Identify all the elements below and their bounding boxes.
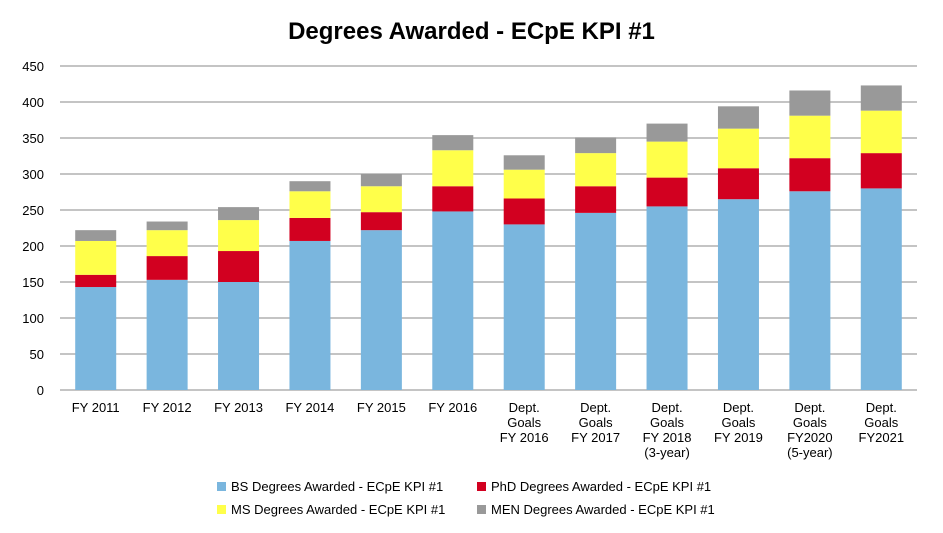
y-tick-label: 50 <box>30 347 44 362</box>
chart-title: Degrees Awarded - ECpE KPI #1 <box>288 18 655 45</box>
bar-segment-men <box>146 221 188 231</box>
bar-segment-phd <box>717 168 759 200</box>
legend-item-phd: PhD Degrees Awarded - ECpE KPI #1 <box>477 479 711 494</box>
bar-segment-bs <box>75 287 117 390</box>
bar-segment-ms <box>503 169 545 199</box>
x-tick-label: Dept. Goals FY 2016 <box>500 400 549 445</box>
legend-label-bs: BS Degrees Awarded - ECpE KPI #1 <box>231 479 444 494</box>
bar-segment-men <box>289 181 331 192</box>
bar-segment-ms <box>360 186 402 213</box>
bar-segment-bs <box>717 199 759 390</box>
bar-segment-phd <box>503 198 545 225</box>
legend-label-phd: PhD Degrees Awarded - ECpE KPI #1 <box>491 479 712 494</box>
x-tick-label: Dept. Goals FY 2017 <box>571 400 620 445</box>
bar-segment-phd <box>575 186 617 213</box>
bar-segment-men <box>503 155 545 170</box>
bar-segment-phd <box>432 186 474 212</box>
bar-segment-phd <box>360 212 402 231</box>
legend-item-bs: BS Degrees Awarded - ECpE KPI #1 <box>217 479 443 494</box>
bar-segment-men <box>432 135 474 151</box>
bar-segment-ms <box>860 110 902 154</box>
bar-segment-ms <box>75 240 117 275</box>
bar-segment-men <box>717 106 759 129</box>
bar-segment-ms <box>646 141 688 178</box>
bar-segment-bs <box>646 206 688 390</box>
y-tick-label: 350 <box>22 131 44 146</box>
bar-segment-men <box>789 90 831 116</box>
bar-segment-phd <box>75 274 117 288</box>
x-tick-label: Dept. Goals FY 2019 <box>714 400 763 445</box>
bar-segment-ms <box>717 128 759 169</box>
x-tick-label: FY 2013 <box>214 400 263 415</box>
bar-segment-ms <box>575 153 617 187</box>
bar-segment-phd <box>146 256 188 280</box>
x-tick-label: Dept. Goals FY2021 <box>859 400 905 445</box>
bar-segment-ms <box>789 115 831 159</box>
bar-segment-phd <box>289 217 331 241</box>
x-tick-label: FY 2012 <box>143 400 192 415</box>
bar-segment-bs <box>432 211 474 390</box>
bar-segment-phd <box>860 153 902 189</box>
x-tick-label: FY 2016 <box>428 400 477 415</box>
bar-segment-bs <box>218 282 260 390</box>
bar-segment-bs <box>360 230 402 390</box>
bar-segment-men <box>646 123 688 142</box>
y-tick-label: 250 <box>22 203 44 218</box>
bar-segment-ms <box>432 150 474 187</box>
bar-segment-bs <box>289 240 331 390</box>
legend-label-ms: MS Degrees Awarded - ECpE KPI #1 <box>231 502 446 517</box>
legend-swatch-phd <box>477 482 486 491</box>
legend-item-men: MEN Degrees Awarded - ECpE KPI #1 <box>477 502 715 517</box>
y-tick-label: 0 <box>37 383 44 398</box>
bar-segment-ms <box>146 230 188 257</box>
bar-segment-men <box>360 174 402 187</box>
y-tick-label: 300 <box>22 167 44 182</box>
bar-segment-ms <box>289 191 331 218</box>
y-tick-label: 400 <box>22 95 44 110</box>
legend-swatch-ms <box>217 505 226 514</box>
bar-segment-men <box>218 207 260 221</box>
y-tick-label: 450 <box>22 59 44 74</box>
bar-segment-ms <box>218 220 260 252</box>
bar-segment-men <box>575 137 617 154</box>
bar-segment-bs <box>789 191 831 390</box>
bar-segment-bs <box>575 212 617 390</box>
legend-swatch-men <box>477 505 486 514</box>
bar-segment-men <box>75 230 117 241</box>
bar-segment-bs <box>860 188 902 390</box>
bar-segment-phd <box>646 177 688 207</box>
legend-swatch-bs <box>217 482 226 491</box>
x-tick-label: FY 2014 <box>285 400 334 415</box>
bar-segment-bs <box>503 224 545 390</box>
x-tick-label: Dept. Goals FY 2018 (3-year) <box>643 400 692 460</box>
bar-segment-phd <box>789 158 831 192</box>
bar-segment-bs <box>146 279 188 390</box>
y-tick-label: 100 <box>22 311 44 326</box>
x-tick-label: FY 2015 <box>357 400 406 415</box>
x-tick-label: FY 2011 <box>72 400 120 415</box>
y-tick-label: 150 <box>22 275 44 290</box>
bar-segment-phd <box>218 251 260 282</box>
legend-item-ms: MS Degrees Awarded - ECpE KPI #1 <box>217 502 445 517</box>
x-tick-label: Dept. Goals FY2020 (5-year) <box>787 400 833 460</box>
bar-segment-men <box>860 85 902 111</box>
legend-label-men: MEN Degrees Awarded - ECpE KPI #1 <box>491 502 715 517</box>
y-tick-label: 200 <box>22 239 44 254</box>
